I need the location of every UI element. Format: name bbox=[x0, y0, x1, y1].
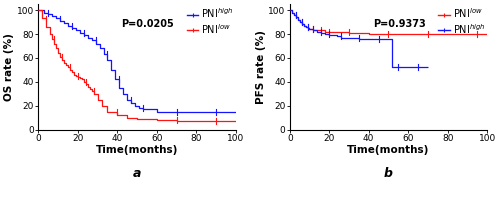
Y-axis label: OS rate (%): OS rate (%) bbox=[4, 33, 14, 101]
Legend: PNI$^{low}$, PNI$^{high}$: PNI$^{low}$, PNI$^{high}$ bbox=[437, 5, 486, 37]
Text: P=0.0205: P=0.0205 bbox=[122, 19, 174, 29]
Text: b: b bbox=[384, 167, 393, 180]
Legend: PNI$^{high}$, PNI$^{low}$: PNI$^{high}$, PNI$^{low}$ bbox=[186, 5, 235, 37]
Text: a: a bbox=[133, 167, 141, 180]
X-axis label: Time(months): Time(months) bbox=[96, 145, 178, 155]
Text: P=0.9373: P=0.9373 bbox=[372, 19, 426, 29]
Y-axis label: PFS rate (%): PFS rate (%) bbox=[256, 30, 266, 104]
X-axis label: Time(months): Time(months) bbox=[348, 145, 430, 155]
